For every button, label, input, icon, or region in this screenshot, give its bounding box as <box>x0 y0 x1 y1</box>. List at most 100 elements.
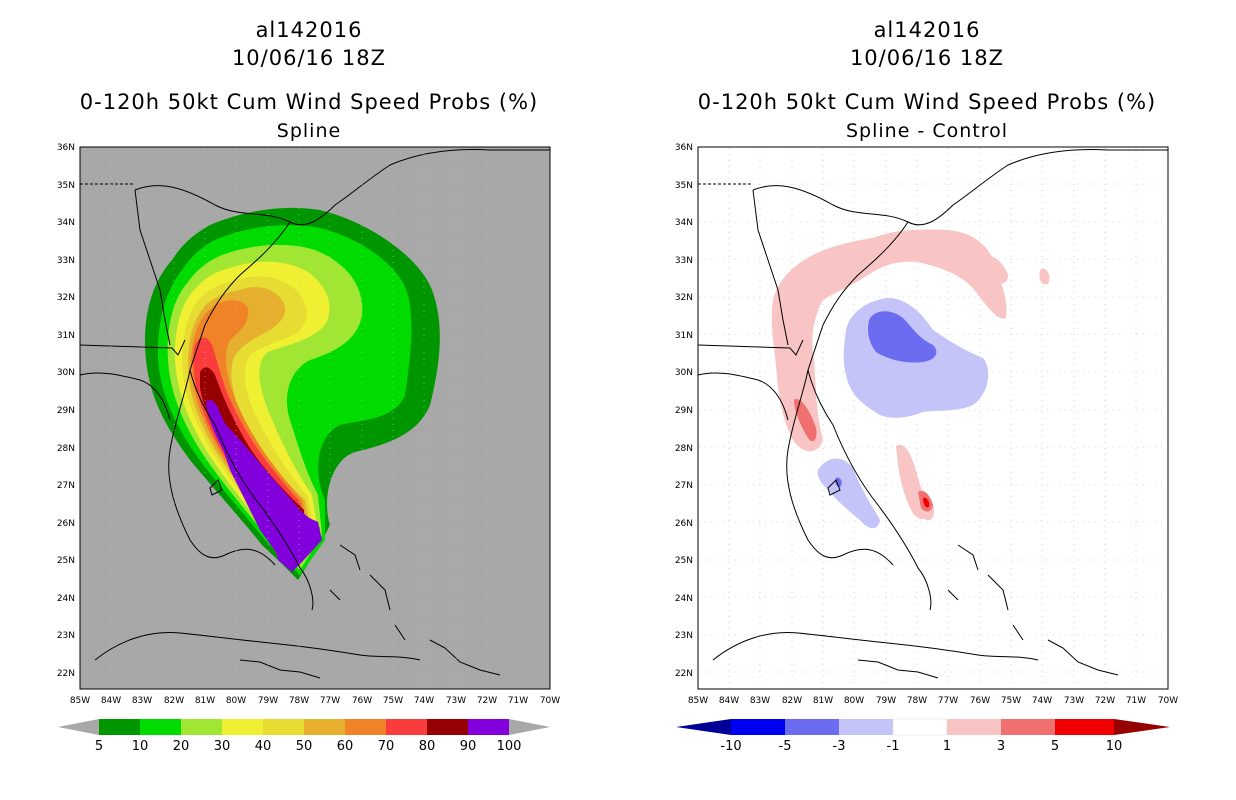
lon-label: 75W <box>1001 696 1021 706</box>
left-colorbar-low-arrow <box>58 719 99 735</box>
lon-label: 74W <box>414 696 434 706</box>
right-colorbar-low-arrow <box>676 719 731 735</box>
right-map: 36N 35N 34N 33N 32N 31N 30N 29N 28N 27N … <box>675 143 1178 754</box>
right-colorbar-high-arrow <box>1114 719 1170 735</box>
right-cb-label: -5 <box>779 739 792 754</box>
right-cb-label: 3 <box>997 739 1005 754</box>
lon-label: 76W <box>352 696 372 706</box>
left-cb-swatch <box>263 719 304 735</box>
lat-label: 36N <box>675 143 693 153</box>
right-cb-swatch <box>947 719 1001 735</box>
lon-label: 82W <box>782 696 802 706</box>
lat-label: 24N <box>675 594 693 604</box>
left-cb-swatch <box>304 719 345 735</box>
right-lon-labels: 85W 84W 83W 82W 81W 80W 79W 78W 77W 76W … <box>688 696 1178 706</box>
lat-label: 27N <box>57 481 75 491</box>
lon-label: 81W <box>195 696 215 706</box>
right-title: 0-120h 50kt Cum Wind Speed Probs (%) <box>697 90 1157 114</box>
positive-band-east <box>983 256 1008 283</box>
left-cb-swatch <box>181 719 222 735</box>
lon-label: 85W <box>688 696 708 706</box>
left-cb-label: 60 <box>337 739 354 754</box>
lat-label: 29N <box>57 406 75 416</box>
left-title: 0-120h 50kt Cum Wind Speed Probs (%) <box>79 90 539 114</box>
left-cb-label: 80 <box>419 739 436 754</box>
lat-label: 29N <box>675 406 693 416</box>
lon-label: 84W <box>101 696 121 706</box>
lon-label: 75W <box>383 696 403 706</box>
lon-label: 79W <box>258 696 278 706</box>
left-cb-swatch <box>427 719 468 735</box>
lon-label: 81W <box>813 696 833 706</box>
left-gridlines <box>110 148 519 688</box>
negative-strong-center <box>868 311 937 363</box>
lon-label: 74W <box>1032 696 1052 706</box>
lon-label: 85W <box>70 696 90 706</box>
positive-max-se <box>923 497 930 508</box>
lon-label: 73W <box>446 696 466 706</box>
lat-label: 32N <box>57 293 75 303</box>
left-cb-swatch <box>345 719 386 735</box>
lat-label: 35N <box>57 181 75 191</box>
left-colorbar: 5 10 20 30 40 50 60 70 80 90 100 <box>58 719 550 754</box>
lon-label: 83W <box>132 696 152 706</box>
lat-label: 28N <box>675 444 693 454</box>
lon-label: 77W <box>320 696 340 706</box>
left-subtitle: Spline <box>276 120 342 142</box>
right-cb-label: 5 <box>1051 739 1059 754</box>
right-cb-swatch <box>785 719 839 735</box>
lat-label: 30N <box>57 368 75 378</box>
lat-label: 22N <box>675 669 693 679</box>
lat-label: 27N <box>675 481 693 491</box>
left-colorbar-high-arrow <box>509 719 550 735</box>
positive-strong-west <box>794 399 817 442</box>
lon-label: 72W <box>1095 696 1115 706</box>
lon-label: 71W <box>1126 696 1146 706</box>
left-storm-id: al142016 <box>255 18 363 42</box>
left-probability-field <box>145 207 440 581</box>
lat-label: 31N <box>57 331 75 341</box>
right-lat-labels: 36N 35N 34N 33N 32N 31N 30N 29N 28N 27N … <box>675 143 693 679</box>
lat-label: 22N <box>57 669 75 679</box>
lat-label: 33N <box>675 256 693 266</box>
lat-label: 25N <box>57 556 75 566</box>
left-panel: al142016 10/06/16 18Z 0-120h 50kt Cum Wi… <box>57 18 560 754</box>
right-cb-swatch <box>1001 719 1055 735</box>
lat-label: 23N <box>57 631 75 641</box>
left-cb-label: 40 <box>255 739 272 754</box>
left-cb-label: 100 <box>497 739 522 754</box>
right-colorbar: -10 -5 -3 -1 1 3 5 10 <box>676 718 1170 754</box>
left-lon-labels: 85W 84W 83W 82W 81W 80W 79W 78W 77W 76W … <box>70 696 560 706</box>
right-cb-swatch <box>1055 719 1114 735</box>
right-panel: al142016 10/06/16 18Z 0-120h 50kt Cum Wi… <box>618 0 1236 800</box>
lon-label: 77W <box>938 696 958 706</box>
left-cb-swatch <box>468 719 509 735</box>
lat-label: 30N <box>675 368 693 378</box>
right-cb-label: 10 <box>1106 739 1123 754</box>
right-cb-label: -3 <box>833 739 846 754</box>
left-cb-swatch <box>386 719 427 735</box>
lon-label: 82W <box>164 696 184 706</box>
lon-label: 80W <box>844 696 864 706</box>
left-cb-swatch <box>222 719 263 735</box>
right-difference-field <box>771 229 1050 529</box>
left-lat-labels: 36N 35N 34N 33N 32N 31N 30N 29N 28N 27N … <box>57 143 75 679</box>
lon-label: 70W <box>540 696 560 706</box>
lat-label: 36N <box>57 143 75 153</box>
left-date: 10/06/16 18Z <box>231 46 387 70</box>
lat-label: 34N <box>675 218 693 228</box>
left-cb-label: 30 <box>214 739 231 754</box>
lon-label: 79W <box>876 696 896 706</box>
lon-label: 84W <box>719 696 739 706</box>
lat-label: 25N <box>675 556 693 566</box>
lon-label: 76W <box>970 696 990 706</box>
lat-label: 33N <box>57 256 75 266</box>
lon-label: 71W <box>508 696 528 706</box>
lat-label: 31N <box>675 331 693 341</box>
lon-label: 73W <box>1064 696 1084 706</box>
right-storm-id: al142016 <box>873 18 981 42</box>
lon-label: 83W <box>750 696 770 706</box>
left-cb-swatch <box>99 719 140 735</box>
positive-band-north <box>771 229 1007 452</box>
left-cb-label: 10 <box>132 739 149 754</box>
